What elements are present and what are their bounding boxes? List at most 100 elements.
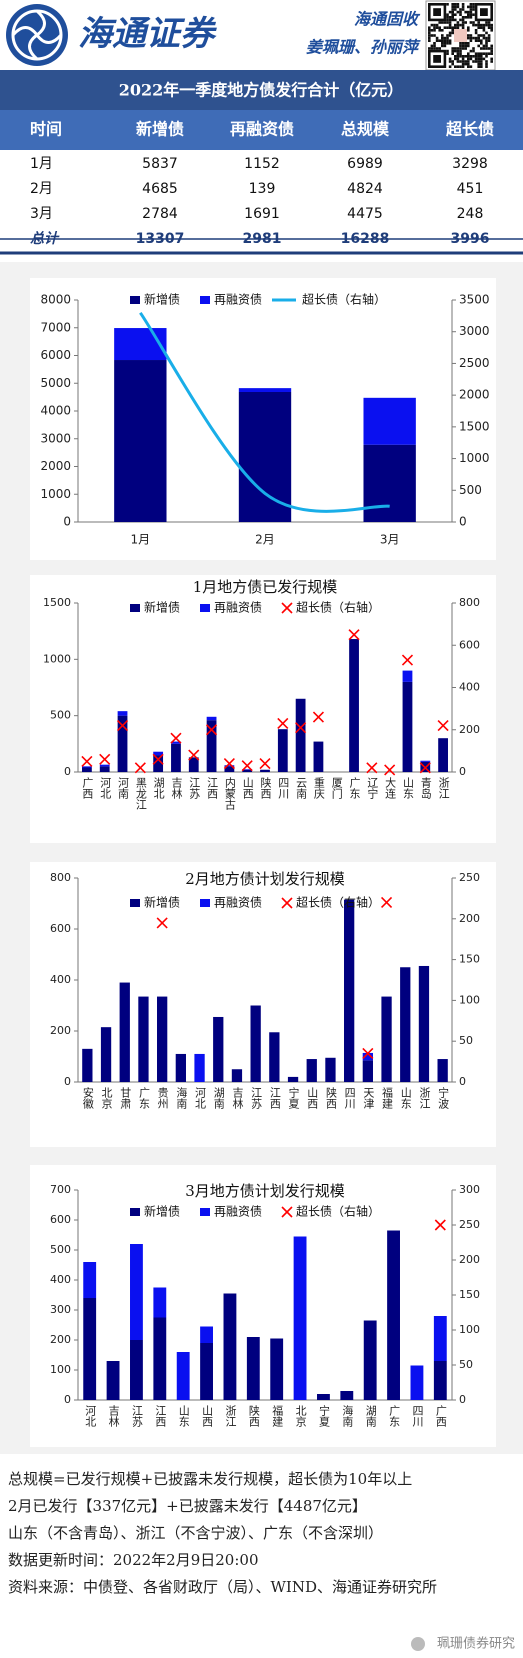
qr-cell — [467, 62, 470, 66]
y2-tick-label: 50 — [459, 1034, 473, 1047]
qr-cell — [472, 21, 475, 24]
scatter-point — [295, 722, 307, 734]
legend-label: 再融资债 — [214, 896, 262, 910]
qr-cell — [451, 13, 454, 16]
y-tick-label: 400 — [50, 1273, 71, 1286]
qr-cell — [477, 62, 480, 66]
qr-cell — [487, 21, 491, 24]
qr-cell — [461, 57, 465, 61]
table-cell: 3298 — [452, 156, 488, 172]
qr-cell — [472, 13, 475, 16]
qr-cell — [467, 52, 470, 55]
qr-cell — [454, 5, 457, 9]
qr-cell — [487, 47, 491, 50]
qr-cell — [454, 13, 457, 16]
qr-cell — [451, 3, 454, 6]
qr-cell — [430, 29, 434, 32]
qr-cell — [461, 60, 465, 63]
x-tick-label: 吉林 — [170, 777, 183, 799]
table-cell: 451 — [457, 181, 484, 197]
cross-stroke — [188, 749, 200, 761]
qr-cell — [451, 62, 454, 66]
cross-stroke — [152, 753, 164, 765]
qr-cell — [454, 23, 457, 27]
x-tick-label: 厦门 — [330, 777, 343, 800]
qr-cell — [477, 26, 480, 29]
legend-swatch — [281, 897, 293, 909]
y2-tick-label: 100 — [459, 1323, 480, 1336]
qr-cell — [469, 21, 473, 24]
chart-panel — [30, 1165, 496, 1447]
qr-cell — [461, 23, 465, 27]
x-tick-label: 青岛 — [419, 777, 432, 800]
qr-cell — [459, 47, 462, 50]
qr-cell — [428, 31, 431, 35]
bar — [117, 715, 128, 772]
qr-cell — [485, 23, 488, 27]
scatter-point — [434, 1219, 446, 1231]
qr-cell — [433, 44, 436, 48]
qr-cell — [482, 57, 486, 61]
x-tick-label: 3月 — [380, 533, 400, 547]
table-cell: 248 — [457, 206, 484, 222]
x-tick-label: 四川 — [277, 777, 290, 799]
scatter-point — [152, 753, 164, 765]
bar — [362, 1060, 373, 1082]
qr-cell — [446, 49, 449, 53]
cross-stroke — [241, 760, 253, 772]
qr-cell — [469, 5, 473, 9]
note: 总规模=已发行规模+已披露未发行规模，超长债为10年以上 — [8, 1470, 413, 1488]
qr-cell — [487, 39, 491, 42]
legend-label: 超长债（右轴） — [302, 292, 386, 307]
qr-cell — [464, 42, 467, 45]
qr-cell — [433, 34, 436, 37]
cross-stroke — [277, 717, 289, 729]
x-tick-label: 湖南 — [212, 1087, 225, 1109]
qr-cell — [428, 29, 431, 32]
qr-cell — [451, 26, 454, 29]
qr-cell — [477, 55, 480, 58]
bar — [420, 760, 431, 762]
table-header: 新增债 — [136, 120, 184, 139]
table-header: 超长债 — [445, 120, 494, 139]
y2-tick-label: 150 — [459, 1288, 480, 1301]
bar — [171, 741, 181, 744]
x-tick-label: 甘肃 — [119, 1087, 132, 1110]
qr-cell — [469, 8, 473, 11]
qr-cell — [472, 60, 475, 63]
qr-cell — [433, 23, 436, 27]
y2-tick-label: 3500 — [459, 293, 490, 307]
y2-tick-label: 1000 — [459, 451, 490, 465]
x-tick-label: 海南 — [175, 1086, 188, 1109]
qr-cell — [472, 55, 475, 58]
bar — [250, 1005, 261, 1082]
x-tick-label: 安徽 — [81, 1086, 94, 1110]
qr-cell — [448, 26, 452, 29]
bar — [438, 738, 448, 772]
scatter-point — [223, 757, 235, 770]
qr-cell — [480, 62, 483, 66]
qr-cell — [446, 42, 449, 45]
x-tick-label: 吉林 — [107, 1405, 120, 1427]
scatter-point — [380, 896, 393, 909]
qr-cell — [487, 23, 491, 27]
qr-cell — [461, 42, 465, 45]
qr-cell — [480, 42, 483, 45]
x-tick-label: 河南 — [117, 777, 130, 799]
qr-cell — [433, 29, 436, 32]
cross-stroke — [134, 762, 146, 774]
qr-cell — [485, 42, 488, 45]
x-tick-label: 广东 — [388, 1405, 401, 1427]
qr-cell — [467, 65, 470, 68]
cross-stroke — [312, 711, 324, 723]
x-tick-label: 北京 — [100, 1087, 113, 1110]
table-header: 时间 — [30, 120, 62, 139]
qr-cell — [461, 5, 465, 9]
qr-cell — [451, 18, 454, 22]
qr-cell — [443, 21, 447, 24]
bar — [153, 751, 164, 756]
qr-cell — [461, 65, 465, 68]
qr-cell — [454, 55, 457, 58]
bar — [340, 1391, 354, 1400]
chart-panel — [30, 575, 496, 843]
